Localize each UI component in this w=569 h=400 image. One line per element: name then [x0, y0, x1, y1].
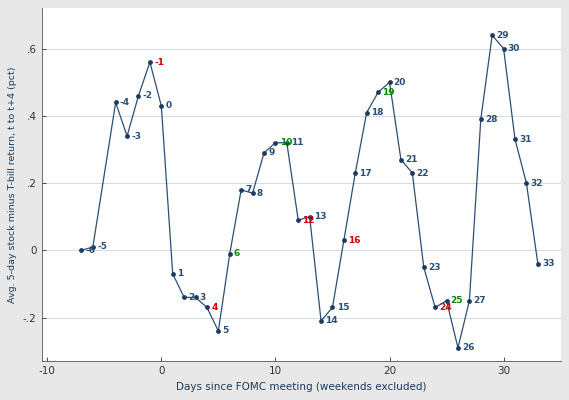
Text: 7: 7 [245, 185, 251, 194]
Point [111, 99, 120, 106]
Text: 8: 8 [257, 189, 263, 198]
Point [351, 170, 360, 176]
Text: 27: 27 [473, 296, 486, 305]
Point [328, 304, 337, 311]
Point [88, 244, 97, 250]
Point [180, 294, 189, 300]
Text: -1: -1 [154, 58, 164, 67]
Point [510, 136, 519, 143]
Point [408, 170, 417, 176]
Point [488, 32, 497, 38]
Text: -2: -2 [143, 91, 152, 100]
Point [431, 304, 440, 311]
Point [294, 217, 303, 223]
Text: 3: 3 [200, 293, 206, 302]
Point [316, 318, 325, 324]
Text: 5: 5 [222, 326, 229, 336]
Text: 20: 20 [394, 78, 406, 87]
Text: 32: 32 [531, 179, 543, 188]
Point [453, 345, 463, 351]
Point [533, 260, 542, 267]
Point [476, 116, 485, 122]
Text: 14: 14 [325, 316, 338, 326]
Point [145, 59, 154, 65]
Text: 0: 0 [166, 101, 172, 110]
Point [214, 328, 223, 334]
Text: 25: 25 [451, 296, 463, 305]
Text: 31: 31 [519, 135, 531, 144]
Point [191, 294, 200, 300]
Point [259, 150, 269, 156]
Point [362, 109, 371, 116]
Text: -6: -6 [85, 246, 96, 255]
Text: 12: 12 [302, 216, 315, 224]
Text: -4: -4 [120, 98, 130, 107]
Text: -5: -5 [97, 242, 107, 252]
Point [134, 92, 143, 99]
Point [77, 247, 86, 254]
Text: 2: 2 [188, 293, 195, 302]
Point [374, 89, 383, 96]
Point [122, 133, 131, 139]
Point [225, 250, 234, 257]
Text: 24: 24 [439, 303, 452, 312]
Text: 16: 16 [348, 236, 361, 245]
Point [156, 103, 166, 109]
Point [282, 140, 291, 146]
Point [339, 237, 348, 244]
Text: 19: 19 [382, 88, 395, 97]
Text: 21: 21 [405, 155, 418, 164]
Text: 33: 33 [542, 259, 555, 268]
Point [499, 46, 508, 52]
Point [465, 298, 474, 304]
Text: 18: 18 [371, 108, 384, 117]
Y-axis label: Avg. 5-day stock minus T-bill return, t to t+4 (pct): Avg. 5-day stock minus T-bill return, t … [9, 66, 17, 303]
Point [397, 156, 406, 163]
Text: 22: 22 [417, 168, 429, 178]
Text: 26: 26 [462, 343, 475, 352]
Text: 28: 28 [485, 115, 497, 124]
Point [442, 298, 451, 304]
Text: 1: 1 [177, 269, 183, 278]
Text: 10: 10 [279, 138, 292, 147]
Text: 23: 23 [428, 263, 440, 272]
Text: 30: 30 [508, 44, 520, 53]
Point [168, 271, 178, 277]
Point [385, 79, 394, 86]
Point [203, 304, 212, 311]
Text: 15: 15 [337, 303, 349, 312]
Text: 6: 6 [234, 249, 240, 258]
Point [237, 187, 246, 193]
Text: 9: 9 [268, 148, 274, 157]
Text: 17: 17 [360, 168, 372, 178]
Point [419, 264, 428, 270]
Text: 29: 29 [496, 31, 509, 40]
X-axis label: Days since FOMC meeting (weekends excluded): Days since FOMC meeting (weekends exclud… [176, 382, 426, 392]
Text: -3: -3 [131, 132, 141, 140]
Point [305, 214, 314, 220]
Text: 13: 13 [314, 212, 326, 221]
Point [271, 140, 280, 146]
Text: 4: 4 [211, 303, 217, 312]
Point [248, 190, 257, 196]
Text: 11: 11 [291, 138, 303, 147]
Point [522, 180, 531, 186]
